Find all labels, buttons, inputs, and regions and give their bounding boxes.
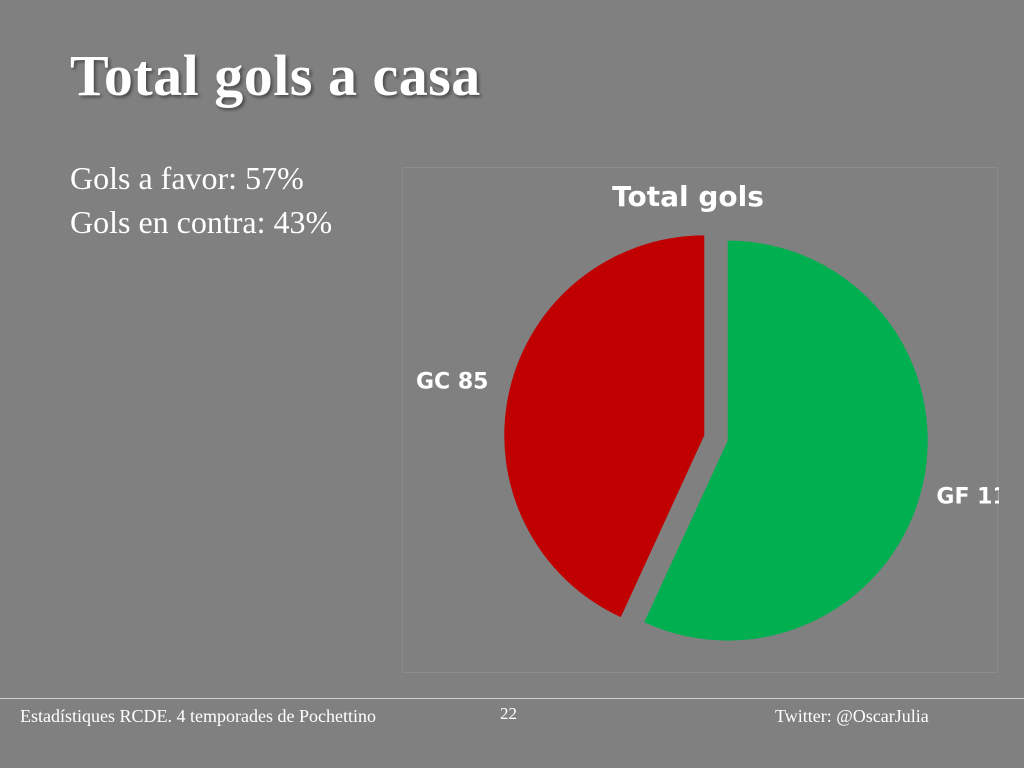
page-number: 22 [500,704,517,723]
footer-divider [0,698,1024,699]
pie-slice-gc [504,235,705,618]
chart-title: Total gols [612,180,764,213]
data-label-gf: GF 112 [936,485,999,510]
footer-source: Estadístiques RCDE. 4 temporades de Poch… [20,706,376,726]
pie-data-labels: GF 112 GC 85 [416,369,999,509]
bullet-gols-a-favor: Gols a favor: 57% [70,160,304,196]
footer-twitter: Twitter: @OscarJulia [775,706,929,726]
bullet-list: Gols a favor: 57% Gols en contra: 43% [70,156,332,244]
pie-slice-gf [644,240,928,641]
bullet-gols-en-contra: Gols en contra: 43% [70,204,333,240]
data-label-gc: GC 85 [416,369,488,394]
pie-chart-frame: Total gols GF 112 GC 85 [402,167,999,673]
slide-title: Total gols a casa [70,43,481,108]
pie-chart: Total gols GF 112 GC 85 [416,180,999,641]
pie-slices [504,235,928,641]
